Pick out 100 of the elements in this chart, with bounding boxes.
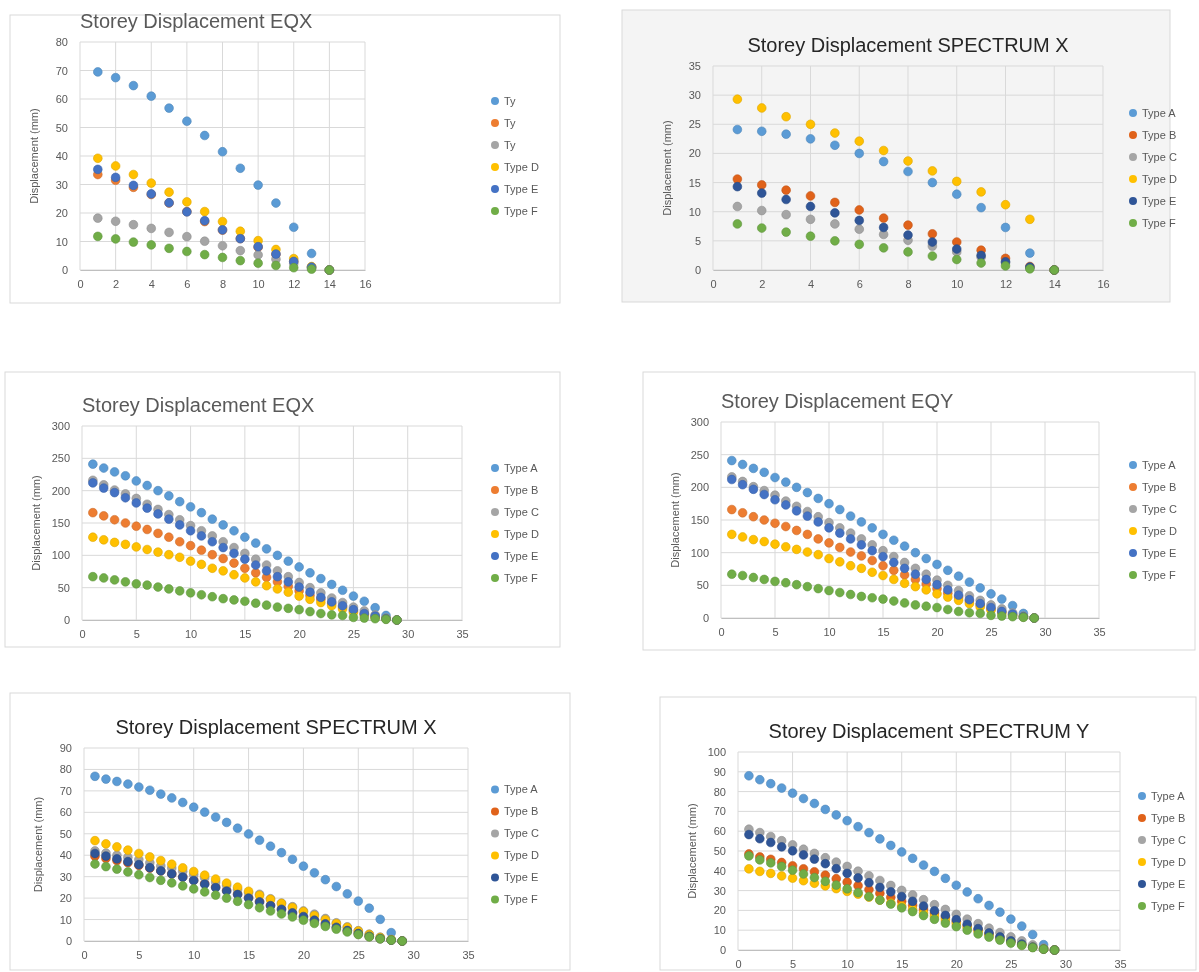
x-tick-label: 4: [807, 277, 815, 290]
x-tick-label: 10: [184, 627, 198, 640]
y-tick-label: 80: [59, 763, 72, 776]
y-axis-title: Displacement (mm): [686, 803, 698, 899]
x-tick-label: 30: [407, 948, 420, 961]
x-tick-label: 35: [1114, 957, 1127, 970]
x-tick-label: 0: [77, 277, 84, 290]
y-tick-label: 0: [694, 264, 701, 277]
chart-title: Storey Displacement EQX: [80, 10, 313, 32]
legend-label: Type B: [504, 483, 539, 496]
x-tick-label: 10: [188, 948, 201, 961]
y-tick-label: 0: [61, 264, 68, 277]
chart-title: Storey Displacement SPECTRUM X: [747, 34, 1069, 56]
x-tick-label: 30: [402, 627, 415, 640]
x-tick-label: 25: [985, 625, 998, 638]
y-tick-label: 0: [65, 935, 72, 948]
legend-label: Type D: [504, 160, 539, 173]
y-tick-label: 50: [55, 121, 68, 134]
y-tick-label: 0: [702, 612, 709, 625]
legend-label: Type C: [1142, 502, 1177, 515]
y-axis-title: Displacement (mm): [32, 796, 44, 893]
x-tick-label: 8: [219, 277, 227, 290]
y-tick-label: 35: [688, 60, 701, 73]
y-tick-label: 200: [690, 481, 709, 494]
x-tick-label: 0: [735, 957, 742, 970]
x-tick-label: 10: [252, 277, 265, 290]
y-tick-label: 80: [55, 36, 68, 49]
y-tick-label: 10: [713, 924, 726, 937]
x-tick-label: 12: [288, 277, 301, 290]
y-tick-label: 250: [51, 452, 70, 465]
x-tick-label: 14: [323, 277, 336, 290]
y-tick-label: 40: [713, 864, 726, 877]
x-tick-label: 20: [293, 627, 306, 640]
y-tick-label: 100: [690, 546, 709, 559]
x-tick-label: 8: [905, 277, 912, 290]
legend-label: Type E: [1142, 546, 1177, 559]
y-tick-label: 50: [696, 579, 709, 592]
y-tick-label: 70: [59, 784, 72, 797]
x-tick-label: 12: [999, 277, 1013, 290]
x-tick-label: 16: [1097, 277, 1110, 290]
legend-label: Type E: [1142, 194, 1177, 207]
y-tick-label: 30: [55, 178, 68, 191]
y-tick-label: 70: [55, 64, 68, 77]
legend-label: Ty: [504, 116, 517, 129]
legend-label: Type B: [1151, 811, 1186, 824]
x-tick-label: 10: [951, 277, 964, 290]
x-tick-label: 25: [1005, 957, 1018, 970]
x-tick-label: 0: [81, 948, 88, 961]
y-tick-label: 40: [55, 150, 68, 163]
y-tick-label: 60: [713, 825, 726, 838]
y-tick-label: 20: [713, 904, 726, 917]
y-tick-label: 25: [688, 118, 701, 131]
y-tick-label: 50: [57, 581, 70, 594]
x-tick-label: 15: [239, 627, 252, 640]
x-tick-label: 15: [877, 625, 890, 638]
legend-label: Type F: [1142, 568, 1176, 581]
x-tick-label: 6: [184, 277, 191, 290]
y-tick-label: 20: [55, 207, 68, 220]
x-tick-label: 0: [79, 627, 86, 640]
legend-label: Type F: [504, 571, 538, 584]
legend-label: Type B: [1142, 128, 1177, 141]
x-tick-label: 10: [841, 957, 854, 970]
x-tick-label: 35: [1093, 625, 1106, 638]
chart-title: Storey Displacement SPECTRUM X: [115, 716, 437, 738]
x-tick-label: 16: [359, 277, 372, 290]
legend-label: Type B: [504, 805, 539, 818]
legend-label: Type F: [1142, 216, 1176, 229]
chart-title: Storey Displacement EQY: [721, 390, 954, 412]
legend-label: Type F: [504, 204, 538, 217]
legend-label: Type D: [1142, 172, 1177, 185]
legend-label: Type C: [1151, 833, 1186, 846]
legend-label: Type A: [1142, 458, 1177, 471]
y-tick-label: 20: [59, 892, 72, 905]
x-tick-label: 6: [856, 277, 863, 290]
y-tick-label: 40: [59, 849, 72, 862]
x-tick-label: 30: [1039, 625, 1052, 638]
y-tick-label: 10: [59, 913, 72, 926]
x-tick-label: 20: [297, 948, 311, 961]
legend-label: Type A: [1151, 789, 1186, 802]
chart-title: Storey Displacement EQX: [82, 394, 315, 416]
x-tick-label: 5: [772, 625, 779, 638]
y-tick-label: 0: [63, 614, 70, 627]
y-tick-label: 10: [55, 235, 68, 248]
legend-label: Type C: [1142, 150, 1177, 163]
legend-label: Type D: [1142, 524, 1177, 537]
y-axis-title: Displacement (mm): [661, 120, 673, 216]
y-tick-label: 10: [688, 205, 701, 218]
x-tick-label: 15: [896, 957, 909, 970]
y-tick-label: 15: [688, 176, 701, 189]
y-tick-label: 250: [690, 448, 709, 461]
legend-label: Type E: [504, 182, 539, 195]
x-tick-label: 2: [759, 277, 766, 290]
legend-label: Type E: [504, 871, 539, 884]
y-tick-label: 90: [713, 765, 726, 778]
x-tick-label: 15: [242, 948, 256, 961]
y-axis-title: Displacement (mm): [30, 475, 42, 571]
legend-label: Type D: [504, 527, 539, 540]
y-tick-label: 20: [688, 147, 701, 160]
x-tick-label: 20: [931, 625, 944, 638]
x-tick-label: 25: [347, 627, 361, 640]
